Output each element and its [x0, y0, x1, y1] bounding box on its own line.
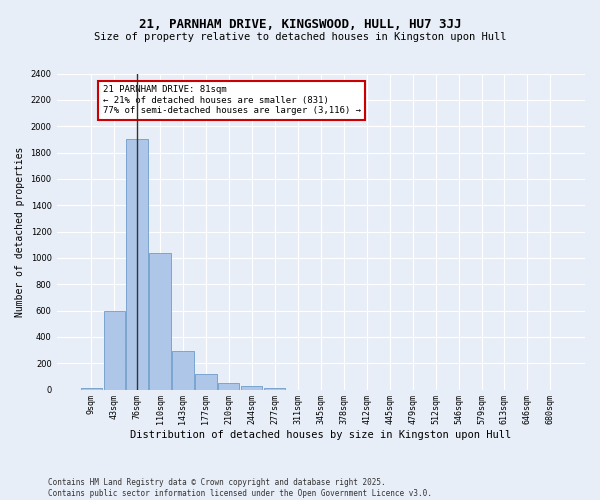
- Text: 21, PARNHAM DRIVE, KINGSWOOD, HULL, HU7 3JJ: 21, PARNHAM DRIVE, KINGSWOOD, HULL, HU7 …: [139, 18, 461, 30]
- Bar: [264, 388, 286, 390]
- Text: Size of property relative to detached houses in Kingston upon Hull: Size of property relative to detached ho…: [94, 32, 506, 42]
- Text: Contains HM Land Registry data © Crown copyright and database right 2025.
Contai: Contains HM Land Registry data © Crown c…: [48, 478, 432, 498]
- Bar: [127, 140, 148, 390]
- Bar: [218, 383, 239, 390]
- Y-axis label: Number of detached properties: Number of detached properties: [15, 146, 25, 316]
- Bar: [241, 386, 262, 390]
- Bar: [172, 350, 194, 390]
- X-axis label: Distribution of detached houses by size in Kingston upon Hull: Distribution of detached houses by size …: [130, 430, 511, 440]
- Bar: [104, 310, 125, 390]
- Bar: [196, 374, 217, 390]
- Bar: [80, 388, 101, 390]
- Text: 21 PARNHAM DRIVE: 81sqm
← 21% of detached houses are smaller (831)
77% of semi-d: 21 PARNHAM DRIVE: 81sqm ← 21% of detache…: [103, 86, 361, 115]
- Bar: [149, 252, 170, 390]
